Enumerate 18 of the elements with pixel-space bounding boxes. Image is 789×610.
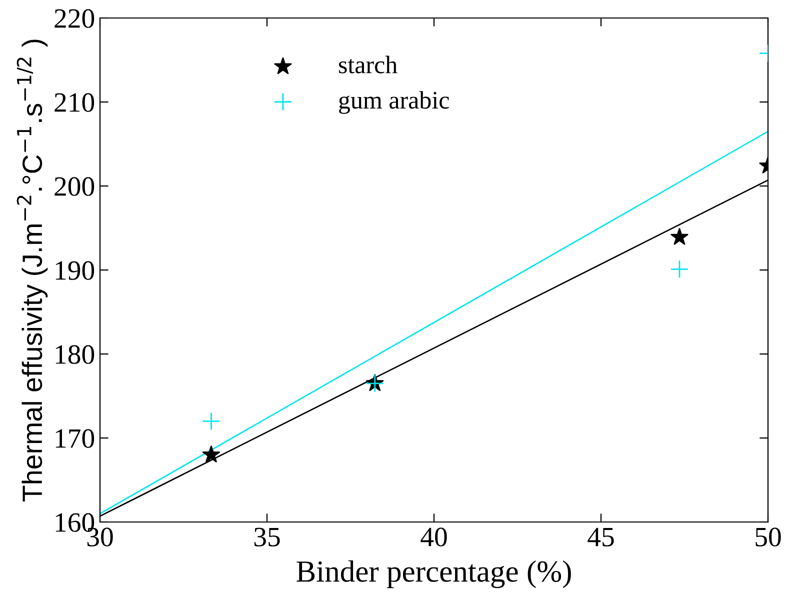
point [670,228,688,245]
y-tick-label: 220 [54,9,94,28]
x-tick-label: 40 [420,528,447,546]
x-axis-title: Binder percentage (%) [296,560,571,588]
y-tick-label: 190 [56,261,94,280]
y-axis-title: Thermal effusivity (J.m$^{−2}$.°C$^{−1}$.s$^{−1/2}$ ) [16,40,48,502]
x-tick-label: 35 [254,528,280,546]
y-tick-label: 170 [56,429,94,448]
x-tick-label: 45 [588,528,614,546]
y-tick-label: 180 [56,345,94,364]
x-tick-label: 50 [756,528,781,546]
point [202,446,220,462]
point [202,412,220,430]
y-tick-label: 200 [54,177,94,196]
point [670,260,689,278]
legend-label: gum arabic [339,91,449,114]
y-tick-label: 210 [54,93,94,112]
legend-label: starch [338,56,398,74]
